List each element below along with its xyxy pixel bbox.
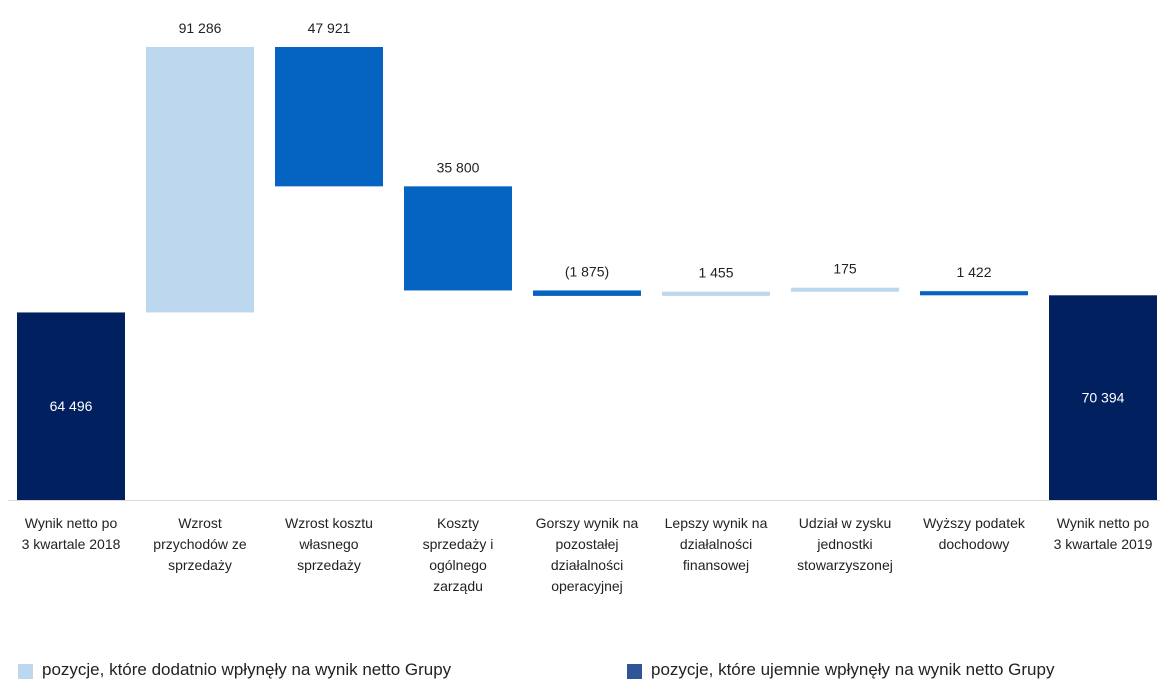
category-label-3: Wzrost kosztu własnego sprzedaży bbox=[285, 515, 373, 573]
data-label-5: (1 875) bbox=[565, 263, 609, 279]
legend-negative-swatch bbox=[627, 664, 642, 679]
bar-6 bbox=[662, 291, 770, 296]
legend-positive: pozycje, które dodatnio wpłynęły na wyni… bbox=[18, 660, 451, 684]
legend-positive-label: pozycje, które dodatnio wpłynęły na wyni… bbox=[42, 660, 452, 679]
bar-1 bbox=[17, 312, 125, 500]
data-label-4: 35 800 bbox=[437, 159, 480, 175]
category-label-8: Wyższy podatek dochodowy bbox=[923, 515, 1026, 552]
data-label-6: 1 455 bbox=[698, 265, 733, 281]
legend-negative: pozycje, które ujemnie wpłynęły na wynik… bbox=[627, 660, 1054, 684]
legend-positive-swatch bbox=[18, 664, 33, 679]
bar-4 bbox=[404, 186, 512, 291]
bar-9 bbox=[1049, 295, 1157, 500]
bar-5 bbox=[533, 290, 641, 296]
legend-negative-label: pozycje, które ujemnie wpłynęły na wynik… bbox=[651, 660, 1055, 679]
category-label-2: Wzrost przychodów ze sprzedaży bbox=[153, 515, 247, 573]
data-label-1: 64 496 bbox=[50, 398, 93, 414]
bar-8 bbox=[920, 291, 1028, 296]
bar-3 bbox=[275, 47, 383, 187]
bar-2 bbox=[146, 47, 254, 313]
data-label-7: 175 bbox=[833, 261, 857, 277]
bar-7 bbox=[791, 287, 899, 292]
data-label-2: 91 286 bbox=[179, 20, 222, 36]
category-label-4: Koszty sprzedaży i ogólnego zarządu bbox=[423, 515, 494, 594]
category-label-5: Gorszy wynik na pozostałej działalności ope… bbox=[536, 515, 639, 594]
data-label-8: 1 422 bbox=[956, 264, 991, 280]
category-label-9: Wynik netto po 3 kwartale 2019 bbox=[1054, 515, 1153, 552]
data-label-3: 47 921 bbox=[308, 20, 351, 36]
category-label-6: Lepszy wynik na działalności finansowej bbox=[665, 515, 768, 573]
data-label-9: 70 394 bbox=[1082, 390, 1125, 406]
category-label-7: Udział w zysku jednostki stowarzyszonej bbox=[797, 515, 893, 573]
category-label-1: Wynik netto po 3 kwartale 2018 bbox=[22, 515, 121, 552]
